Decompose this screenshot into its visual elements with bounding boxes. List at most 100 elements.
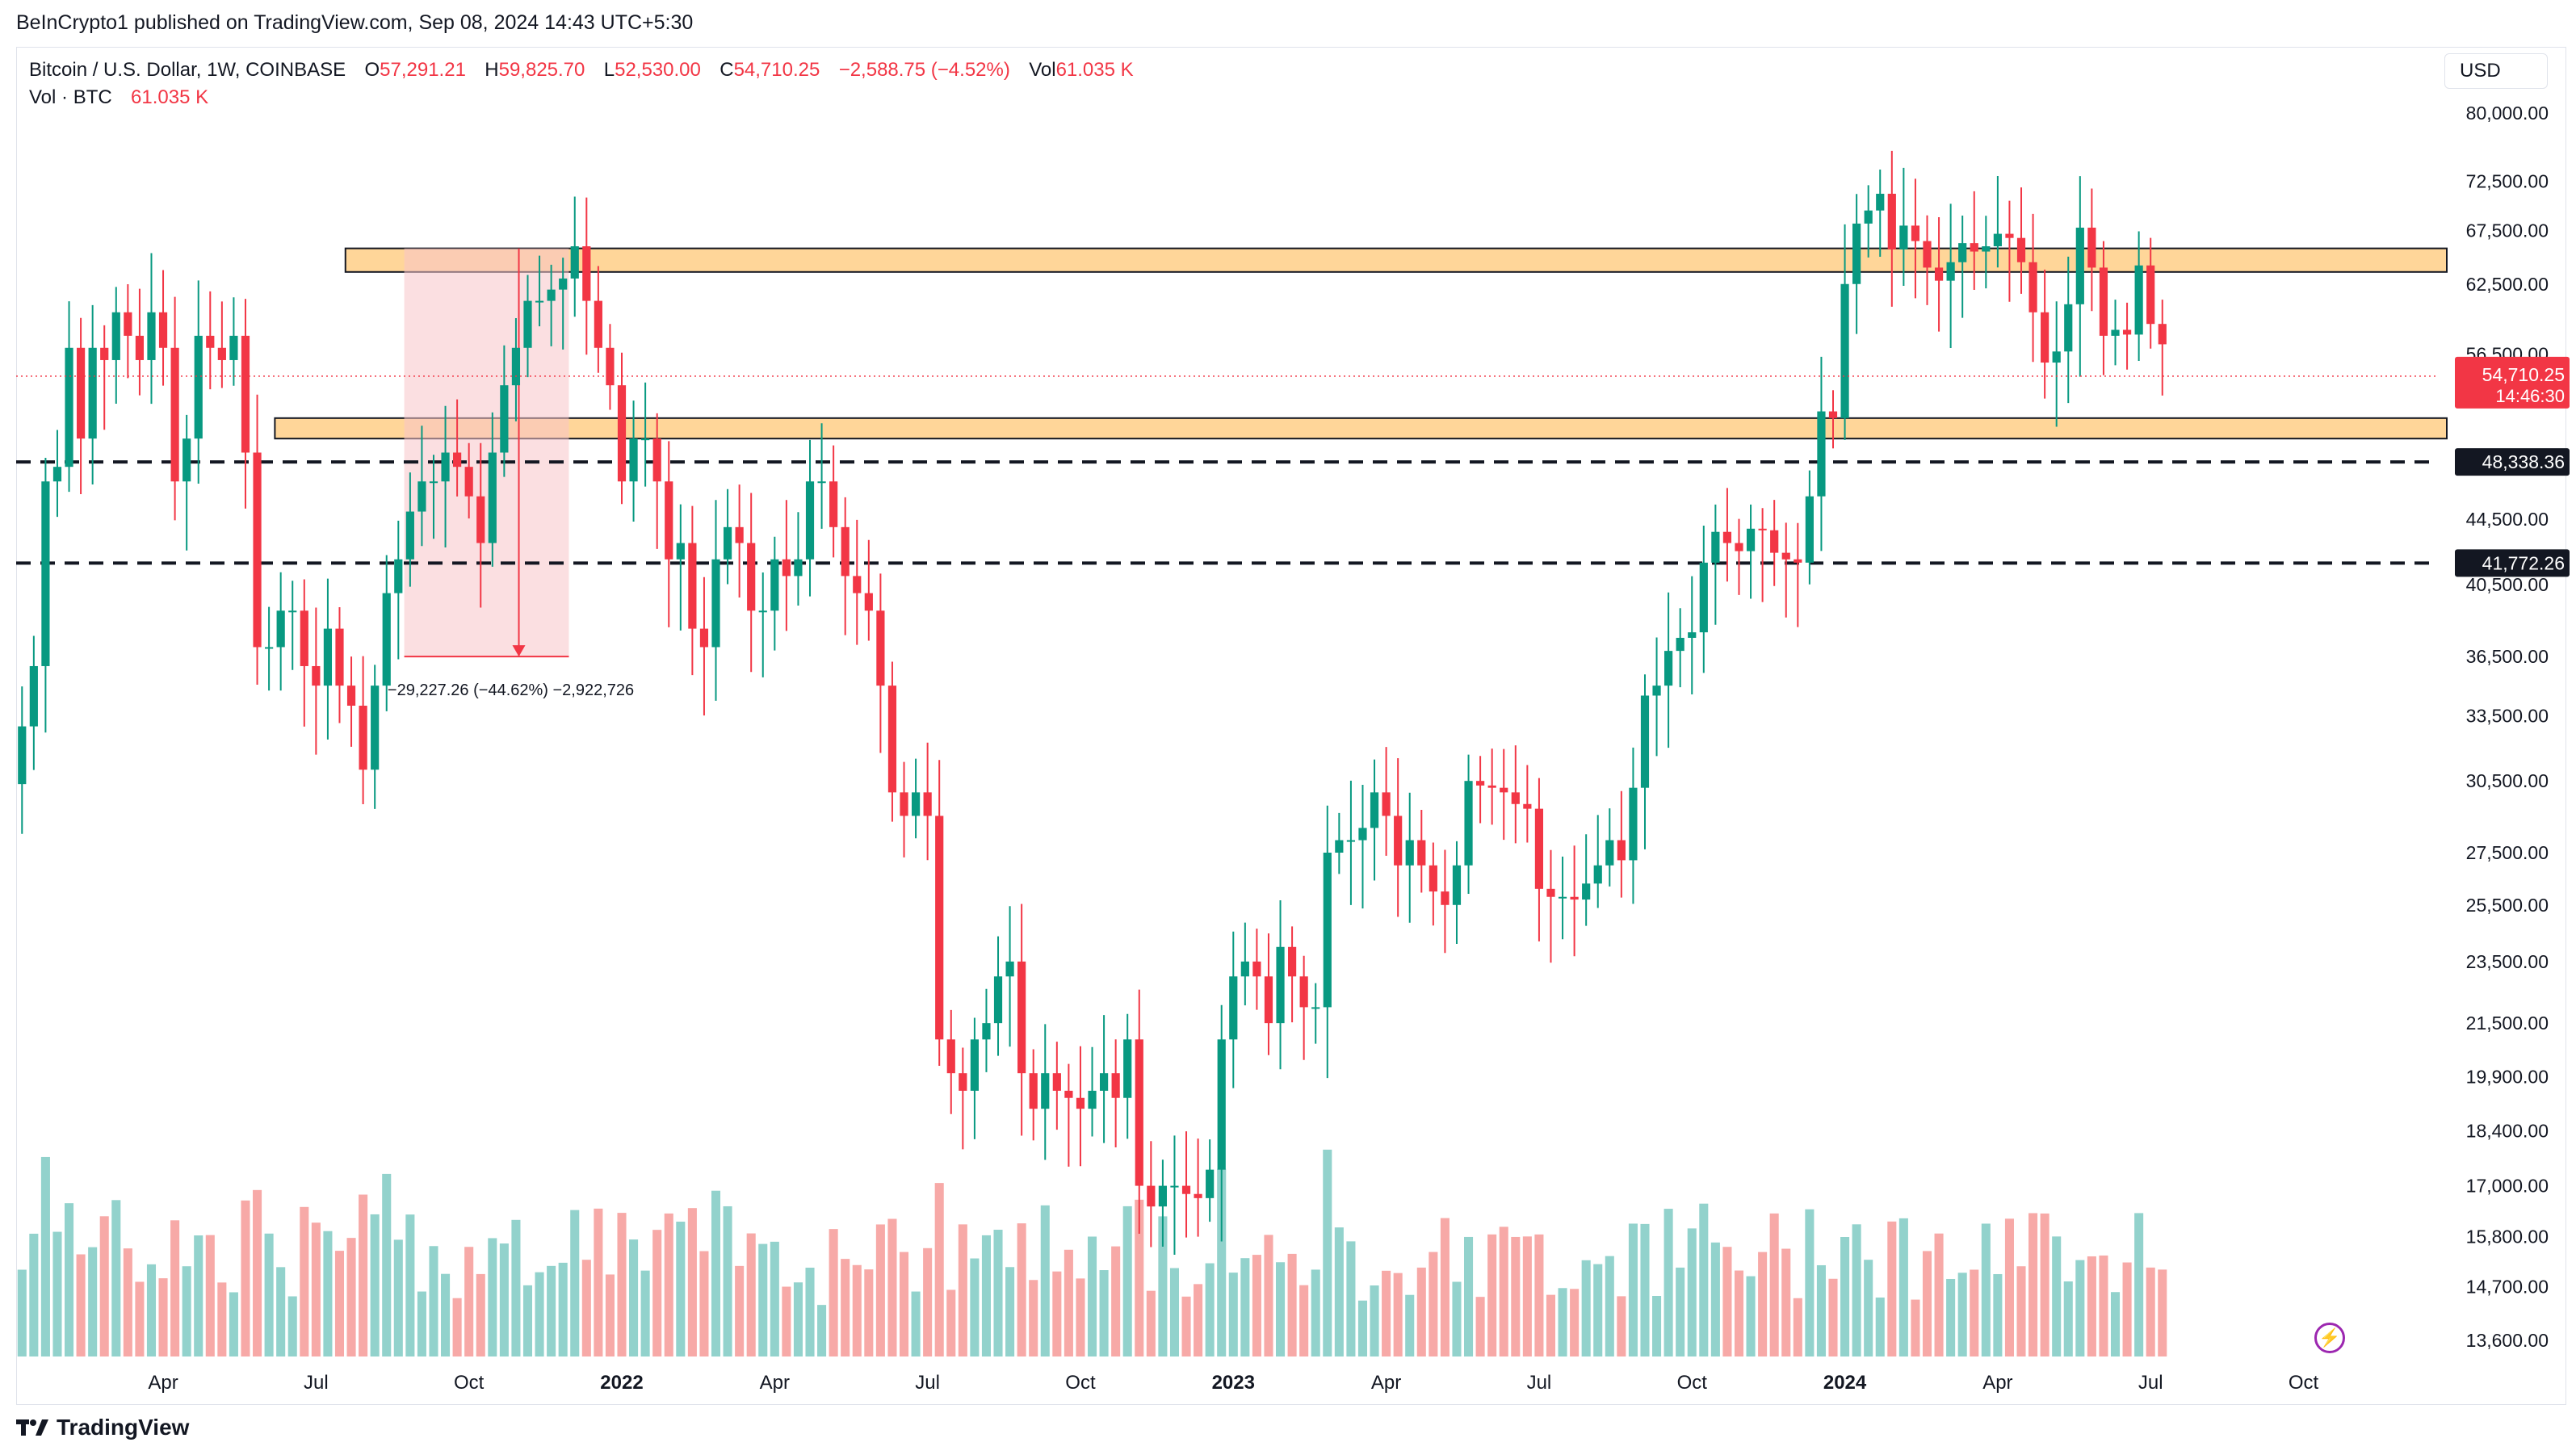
candle-body[interactable]: [476, 496, 485, 543]
candle-body[interactable]: [276, 610, 285, 648]
zone-support[interactable]: [274, 417, 2448, 440]
candle-body[interactable]: [2075, 227, 2084, 304]
candle-body[interactable]: [2134, 265, 2143, 335]
candle-body[interactable]: [1276, 946, 1285, 1024]
candle-body[interactable]: [1699, 562, 1708, 633]
candle-body[interactable]: [323, 628, 333, 686]
candle-body[interactable]: [2099, 267, 2108, 336]
candle-body[interactable]: [183, 438, 191, 482]
candle-body[interactable]: [1299, 976, 1308, 1008]
candle-body[interactable]: [911, 792, 921, 816]
candle-body[interactable]: [417, 481, 426, 512]
candle-body[interactable]: [1405, 840, 1414, 866]
candle-body[interactable]: [1417, 840, 1426, 866]
candle-body[interactable]: [1852, 223, 1861, 284]
candle-body[interactable]: [1052, 1073, 1061, 1091]
candle-body[interactable]: [1546, 888, 1555, 897]
candle-body[interactable]: [18, 726, 27, 785]
candle-body[interactable]: [1229, 976, 1238, 1040]
candle-body[interactable]: [1206, 1169, 1215, 1198]
candle-body[interactable]: [1958, 243, 1967, 262]
candle-body[interactable]: [559, 278, 568, 290]
candle-body[interactable]: [1288, 946, 1297, 977]
candle-body[interactable]: [1934, 267, 1944, 281]
candle-body[interactable]: [1452, 865, 1462, 905]
candle-body[interactable]: [1534, 808, 1544, 889]
candle-body[interactable]: [206, 335, 215, 348]
candle-body[interactable]: [1735, 543, 1743, 551]
candle-body[interactable]: [1688, 632, 1697, 638]
candle-body[interactable]: [359, 705, 367, 770]
candle-body[interactable]: [2122, 329, 2132, 335]
candle-body[interactable]: [993, 976, 1003, 1024]
candle-body[interactable]: [1629, 787, 1638, 861]
candle-body[interactable]: [876, 610, 885, 686]
candle-body[interactable]: [1946, 262, 1955, 281]
candle-body[interactable]: [1135, 1039, 1143, 1186]
candle-body[interactable]: [959, 1073, 967, 1091]
candle-body[interactable]: [1464, 781, 1473, 866]
candle-body[interactable]: [1746, 528, 1756, 551]
candle-body[interactable]: [1429, 865, 1437, 892]
candle-body[interactable]: [711, 559, 720, 648]
candle-body[interactable]: [170, 347, 179, 482]
candle-body[interactable]: [1500, 787, 1508, 793]
candle-body[interactable]: [111, 312, 120, 360]
candle-body[interactable]: [723, 526, 732, 560]
candle-body[interactable]: [641, 438, 650, 441]
candle-body[interactable]: [735, 526, 744, 543]
candle-body[interactable]: [523, 300, 532, 348]
candle-body[interactable]: [1982, 246, 1991, 252]
candle-body[interactable]: [1511, 792, 1520, 804]
candle-body[interactable]: [1076, 1097, 1085, 1109]
candle-body[interactable]: [1993, 233, 2002, 247]
candle-body[interactable]: [1111, 1073, 1120, 1098]
candle-body[interactable]: [758, 610, 767, 613]
candle-body[interactable]: [1876, 193, 1885, 211]
candle-body[interactable]: [288, 610, 297, 613]
candle-body[interactable]: [65, 347, 73, 468]
candle-body[interactable]: [1781, 552, 1790, 560]
candle-body[interactable]: [805, 481, 815, 560]
candle-body[interactable]: [594, 300, 602, 348]
candle-body[interactable]: [1640, 695, 1650, 788]
candle-body[interactable]: [1605, 840, 1614, 866]
candle-body[interactable]: [1017, 961, 1026, 1074]
candle-body[interactable]: [2158, 324, 2167, 345]
candle-body[interactable]: [371, 686, 380, 770]
candle-body[interactable]: [1240, 961, 1249, 977]
candle-body[interactable]: [1170, 1185, 1179, 1188]
candle-body[interactable]: [688, 543, 697, 629]
candle-body[interactable]: [841, 526, 850, 577]
candle-body[interactable]: [535, 300, 544, 303]
candle-body[interactable]: [770, 559, 779, 611]
candle-body[interactable]: [665, 481, 673, 560]
candle-body[interactable]: [1558, 896, 1567, 899]
lightning-icon[interactable]: ⚡: [2314, 1323, 2345, 1353]
candle-body[interactable]: [747, 543, 756, 611]
candle-body[interactable]: [1476, 781, 1485, 786]
candle-body[interactable]: [1041, 1073, 1050, 1109]
candle-body[interactable]: [1617, 840, 1626, 861]
candle-body[interactable]: [2041, 312, 2049, 363]
candle-body[interactable]: [1005, 961, 1014, 977]
candle-body[interactable]: [135, 335, 145, 360]
candle-body[interactable]: [935, 816, 944, 1040]
candle-body[interactable]: [1570, 896, 1579, 900]
candle-body[interactable]: [158, 312, 168, 348]
candle-body[interactable]: [346, 686, 356, 706]
candle-body[interactable]: [88, 347, 97, 439]
candle-body[interactable]: [1817, 411, 1826, 497]
candle-body[interactable]: [1970, 243, 1978, 252]
candle-body[interactable]: [229, 335, 238, 360]
candle-body[interactable]: [794, 559, 803, 577]
candle-body[interactable]: [1523, 803, 1532, 809]
candle-body[interactable]: [1770, 530, 1779, 553]
candle-body[interactable]: [2111, 329, 2120, 336]
candle-body[interactable]: [394, 559, 403, 593]
candle-body[interactable]: [1252, 961, 1261, 977]
candle-body[interactable]: [1593, 865, 1602, 884]
candle-body[interactable]: [194, 335, 203, 439]
candle-body[interactable]: [2146, 265, 2155, 325]
candle-body[interactable]: [1394, 816, 1403, 866]
